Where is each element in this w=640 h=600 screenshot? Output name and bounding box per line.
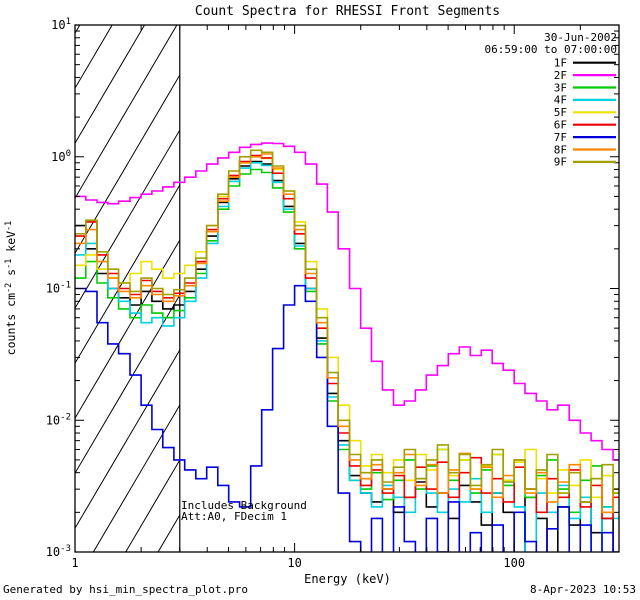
x-tick-label: 100 [503,556,525,570]
x-tick-label: 10 [287,556,301,570]
footer-timestamp: 8-Apr-2023 10:53 [530,583,636,596]
x-axis-ticks [74,25,620,552]
series-5F-line [75,156,619,499]
legend-entry-5F: 5F [554,106,567,119]
series-7F-line [75,284,619,552]
series-2F-line [75,142,619,461]
series-lines [75,142,619,552]
y-tick-label: 101 [51,17,71,32]
series-6F-line [75,154,619,520]
y-tick-label: 10-3 [46,544,71,559]
y-tick-label: 100 [51,149,71,164]
legend-entry-7F: 7F [554,131,567,144]
series-8F-line [75,153,619,514]
y-tick-label: 10-2 [46,412,71,427]
legend-date: 30-Jun-2002 [544,31,617,44]
legend-entry-3F: 3F [554,81,567,94]
y-axis-label: counts cm-2 s-1 keV-1 [4,221,18,356]
legend-entry-8F: 8F [554,143,567,156]
legend-entry-2F: 2F [554,69,567,82]
series-3F-line [75,168,619,514]
chart-title: Count Spectra for RHESSI Front Segments [194,4,501,19]
spectra-chart: 1 10 100 10-3 10-2 10-1 100 101 counts cm-2 s-1 … [4,17,620,570]
legend-entry-4F: 4F [554,94,567,107]
y-axis-ticks [75,24,619,553]
x-axis-label: Energy (keV) [304,572,391,586]
y-tick-label: 10-1 [46,281,71,296]
legend-entry-1F: 1F [554,57,567,70]
x-tick-label: 1 [71,556,78,570]
series-9F-line [75,149,619,503]
hatch-region [75,25,180,552]
legend-time-range: 06:59:00 to 07:00:00 [485,43,617,56]
legend-entry-6F: 6F [554,119,567,132]
legend-entry-9F: 9F [554,156,567,169]
annotation-includes-background: Includes Background [181,499,307,512]
annotation-attenuator-state: Att:A0, FDecim 1 [181,510,287,523]
series-4F-line [75,162,619,552]
series-1F-line [75,160,614,552]
footer-generator-text: Generated by hsi_min_spectra_plot.pro [3,583,249,596]
